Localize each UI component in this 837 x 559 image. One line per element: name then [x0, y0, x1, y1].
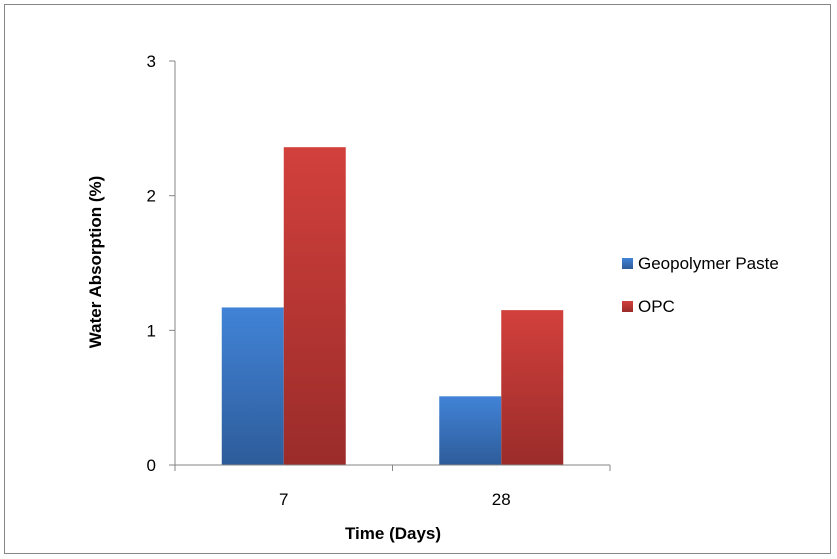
y-axis-title: Water Absorption (%) — [86, 176, 105, 349]
chart-frame — [4, 4, 831, 554]
legend: Geopolymer Paste OPC — [622, 254, 779, 316]
legend-label-geopolymer-paste: Geopolymer Paste — [638, 254, 779, 273]
bar-opc-28 — [501, 310, 564, 465]
x-tick-label: 7 — [279, 490, 288, 509]
y-tick-label: 3 — [147, 52, 156, 71]
y-tick-label: 0 — [147, 456, 156, 475]
ticks-layer: 0 1 2 3 7 28 — [147, 52, 611, 509]
bars-layer — [221, 147, 564, 466]
bar-geopolymer-paste-7 — [221, 307, 284, 465]
x-tick-label: 28 — [492, 490, 511, 509]
bar-opc-7 — [283, 147, 346, 466]
x-axis-title: Time (Days) — [345, 524, 441, 543]
y-tick-label: 1 — [147, 321, 156, 340]
legend-label-opc: OPC — [638, 297, 675, 316]
bar-geopolymer-paste-28 — [439, 396, 502, 465]
legend-swatch-opc — [622, 301, 633, 312]
legend-swatch-geopolymer-paste — [622, 258, 633, 269]
y-tick-label: 2 — [147, 187, 156, 206]
